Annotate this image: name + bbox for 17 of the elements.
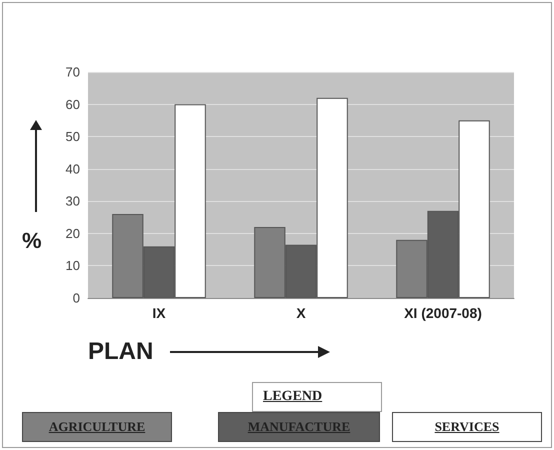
text: AGRICULTURE: [22, 412, 172, 442]
y-tick-label: 60: [66, 96, 80, 112]
y-tick-label: 50: [66, 129, 80, 144]
y-tick-label: 10: [66, 258, 80, 274]
legend-title: LEGEND: [252, 382, 382, 412]
x-tick-label: XI (2007-08): [404, 305, 482, 321]
y-tick-label: 0: [72, 290, 80, 306]
x-tick-label: X: [296, 305, 306, 321]
text: MANUFACTURE: [218, 412, 380, 442]
y-tick-label: 20: [66, 226, 80, 241]
x-axis-title: PLAN: [88, 338, 154, 366]
y-tick-label: 70: [66, 64, 80, 80]
y-tick-label: 30: [66, 194, 80, 209]
x-tick-label: IX: [152, 305, 166, 321]
y-axis-title: %: [22, 228, 42, 254]
text: SERVICES: [392, 412, 542, 442]
y-tick-label: 40: [66, 161, 80, 176]
